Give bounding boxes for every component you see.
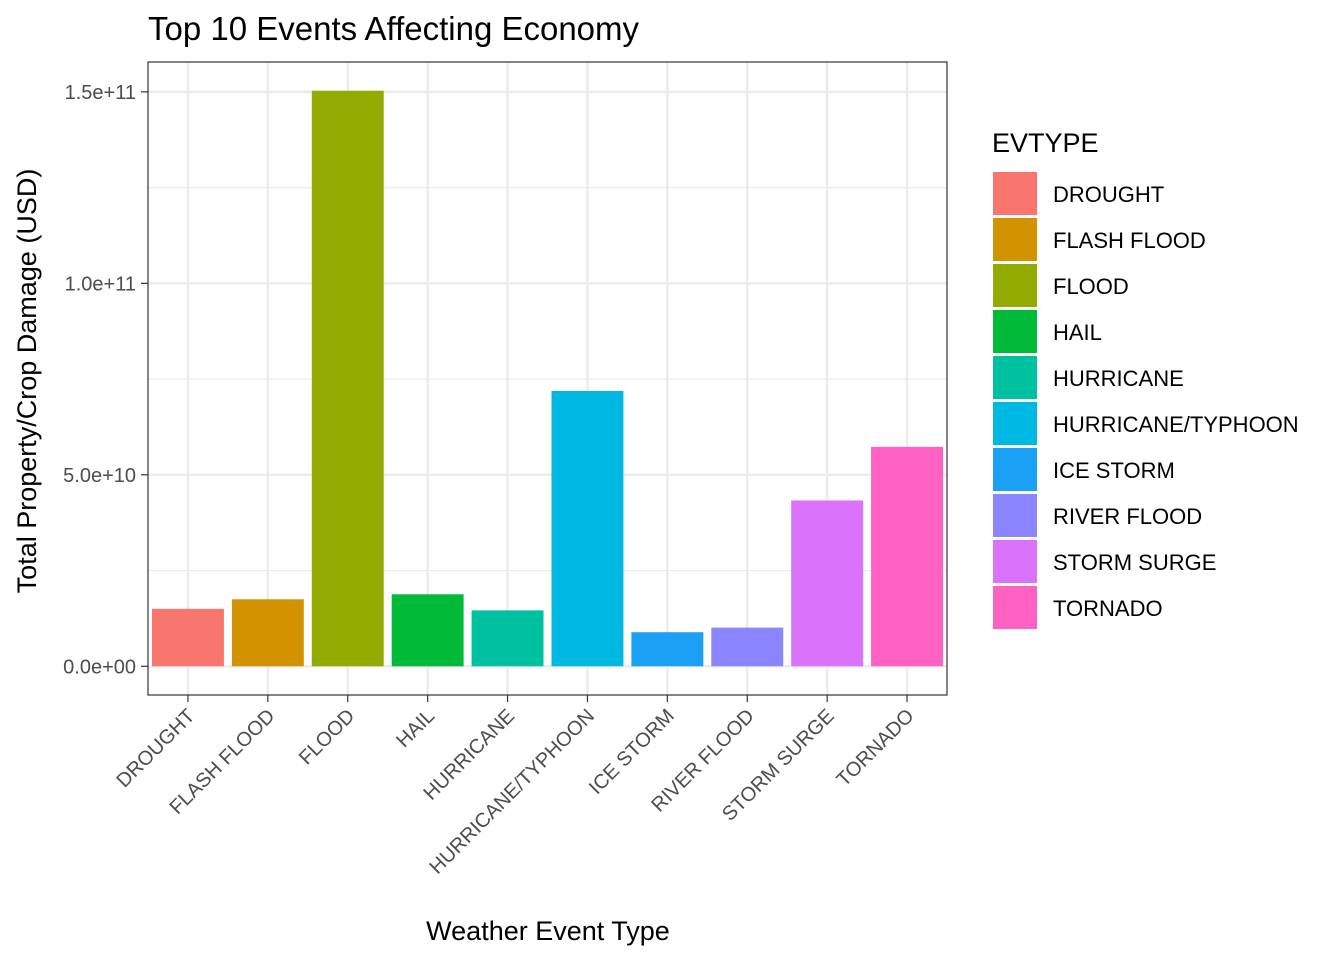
x-axis-title: Weather Event Type xyxy=(426,916,670,946)
legend-swatch xyxy=(993,448,1037,491)
chart-title: Top 10 Events Affecting Economy xyxy=(148,10,640,47)
bar-hail xyxy=(391,594,464,667)
legend-swatch xyxy=(993,540,1037,583)
y-axis: 0.0e+00 5.0e+10 1.0e+11 1.5e+11 xyxy=(63,82,148,678)
bar-ice-storm xyxy=(631,632,704,667)
legend-title: EVTYPE xyxy=(992,128,1099,158)
bar-storm-surge xyxy=(791,500,864,667)
legend-label: HURRICANE/TYPHOON xyxy=(1053,412,1299,437)
legend-label: HAIL xyxy=(1053,320,1102,345)
y-tick-label: 1.0e+11 xyxy=(65,273,136,295)
legend-label: TORNADO xyxy=(1053,596,1163,621)
y-tick-label: 1.5e+11 xyxy=(65,82,136,104)
legend-label: STORM SURGE xyxy=(1053,550,1216,575)
x-tick-label: TORNADO xyxy=(833,705,919,791)
legend-swatch xyxy=(993,494,1037,537)
legend-label: ICE STORM xyxy=(1053,458,1175,483)
x-tick-label: HURRICANE/TYPHOON xyxy=(425,705,598,878)
y-axis-title: Total Property/Crop Damage (USD) xyxy=(12,169,42,594)
legend-swatch xyxy=(993,264,1037,307)
x-tick-label: DROUGHT xyxy=(112,705,199,792)
legend-swatch xyxy=(993,402,1037,445)
bar-tornado xyxy=(871,446,944,667)
x-tick-label: FLOOD xyxy=(295,705,359,769)
bars xyxy=(151,90,944,667)
legend-label: DROUGHT xyxy=(1053,182,1164,207)
legend-swatch xyxy=(993,172,1037,215)
bar-hurricane xyxy=(471,610,544,667)
legend-label: RIVER FLOOD xyxy=(1053,504,1202,529)
bar-river-flood xyxy=(711,627,784,667)
bar-flash-flood xyxy=(231,599,304,667)
x-tick-label: HAIL xyxy=(392,705,439,752)
legend-swatch xyxy=(993,586,1037,629)
plot-border xyxy=(147,61,948,696)
legend-label: FLASH FLOOD xyxy=(1053,228,1206,253)
y-tick-label: 5.0e+10 xyxy=(63,465,136,487)
bar-flood xyxy=(311,90,384,667)
legend-swatch xyxy=(993,218,1037,261)
bar-hurricane-typhoon xyxy=(551,390,624,667)
legend-label: HURRICANE xyxy=(1053,366,1184,391)
legend-swatch xyxy=(993,310,1037,353)
legend-label: FLOOD xyxy=(1053,274,1129,299)
y-tick-label: 0.0e+00 xyxy=(63,656,136,678)
bar-drought xyxy=(151,608,224,667)
legend-swatch xyxy=(993,356,1037,399)
legend: EVTYPE DROUGHT FLASH FLOOD FLOOD HAIL HURRIC… xyxy=(992,128,1299,629)
